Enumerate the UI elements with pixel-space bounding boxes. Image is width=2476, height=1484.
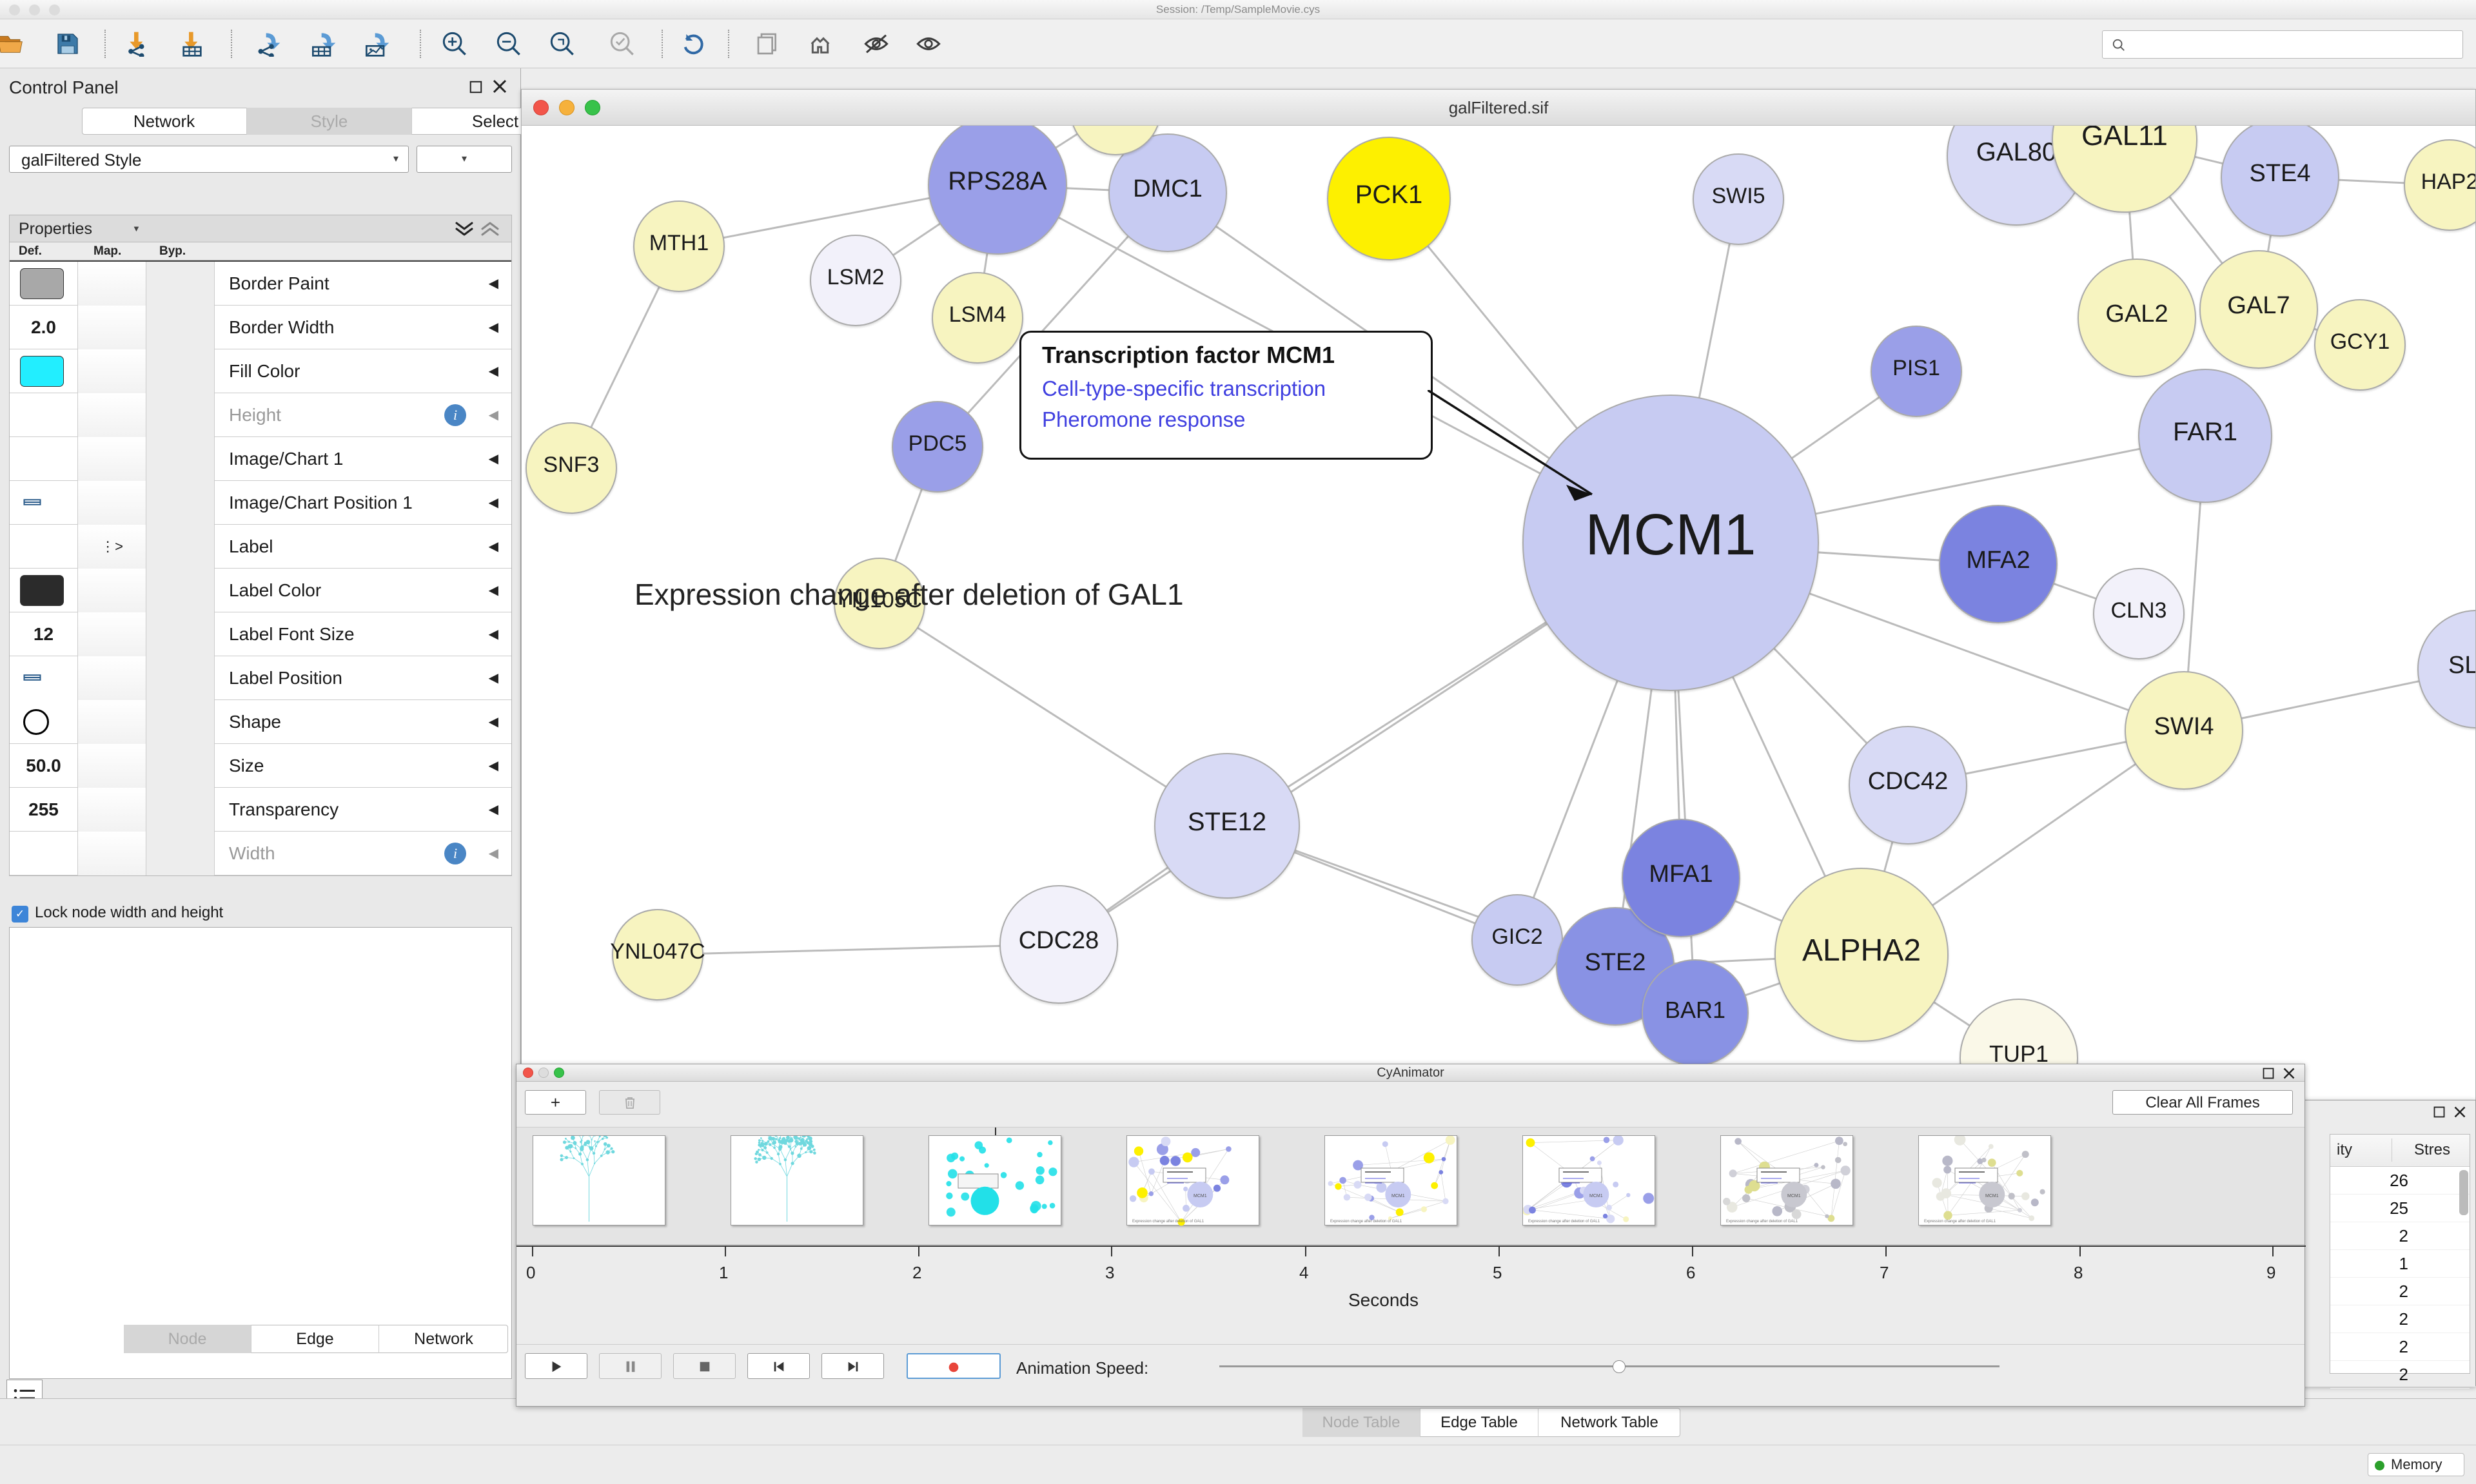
svg-text:Expression change after deleti: Expression change after deletion of GAL1 (1330, 1220, 1402, 1224)
svg-text:MCM1: MCM1 (1194, 1194, 1207, 1198)
svg-text:Expression change after deleti: Expression change after deletion of GAL1 (1726, 1220, 1798, 1224)
svg-text:MCM1: MCM1 (1589, 1194, 1603, 1198)
svg-text:Expression change after deleti: Expression change after deletion of GAL1 (1528, 1220, 1600, 1224)
svg-text:Expression change after deleti: Expression change after deletion of GAL1 (1924, 1220, 1996, 1224)
svg-text:Expression change after deleti: Expression change after deletion of GAL1 (1132, 1220, 1204, 1224)
svg-text:MCM1: MCM1 (1985, 1194, 1999, 1198)
svg-text:MCM1: MCM1 (1787, 1194, 1801, 1198)
svg-text:MCM1: MCM1 (1391, 1194, 1405, 1198)
